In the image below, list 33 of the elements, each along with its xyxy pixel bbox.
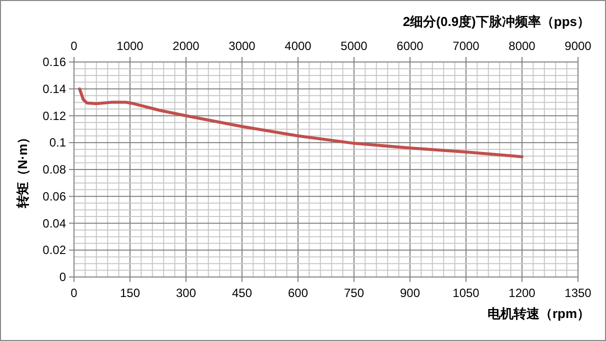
x-tick-label: 150 [120,286,140,300]
x-tick-label: 1200 [508,286,536,300]
y-tick-label: 0.06 [42,189,66,204]
x-tick-label: 1350 [564,286,592,300]
x2-tick-label: 2000 [172,39,200,53]
x2-tick-label: 1000 [116,39,144,53]
y-tick-label: 0.02 [42,243,66,258]
x-tick-label: 300 [176,286,196,300]
line-series [78,87,524,158]
y-tick-label: 0.14 [42,82,66,96]
x-tick-label: 600 [288,286,308,300]
x-tick-label: 0 [70,286,78,300]
x2-tick-label: 4000 [284,39,312,53]
y-tick-label: 0.1 [49,136,66,150]
y-axis-title: 转矩（N·m） [15,130,30,210]
x-tick-label: 750 [344,286,364,300]
x-tick-label: 1050 [452,286,480,300]
x-tick-label: 450 [232,286,252,300]
x2-tick-label: 3000 [228,39,256,53]
x2-tick-label: 0 [70,39,78,53]
x2-tick-label: 6000 [396,39,424,53]
x-axis-title: 电机转速（rpm） [487,306,590,321]
y-tick-label: 0.12 [42,108,66,123]
y-tick-label: 0.08 [42,162,66,176]
x2-tick-label: 8000 [508,39,536,53]
y-tick-label: 0.04 [42,216,66,230]
x2-tick-label: 5000 [340,39,368,53]
y-tick-label: 0 [59,270,66,284]
x2-axis-title: 2细分(0.9度)下脉冲频率（pps） [402,14,590,29]
x2-tick-label: 7000 [452,39,480,53]
x2-tick-label: 9000 [564,39,592,53]
y-tick-label: 0.16 [42,55,66,69]
x-tick-label: 900 [400,286,420,300]
